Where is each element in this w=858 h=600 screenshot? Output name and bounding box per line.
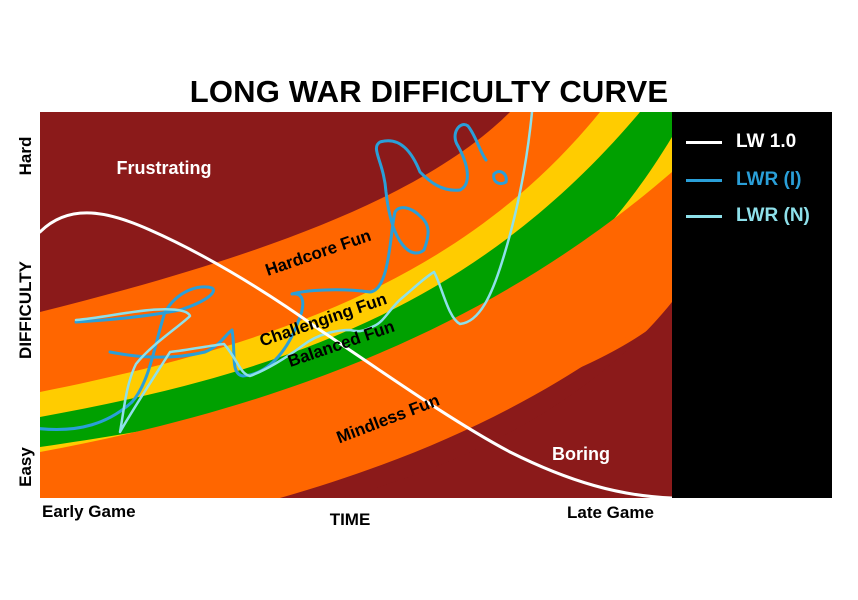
legend-label-lwr-i: LWR (I) [736,169,802,190]
series-lw10-line [40,211,672,498]
y-axis-bottom-label: Easy [16,447,35,487]
legend-label-lwr-n: LWR (N) [736,205,810,226]
zone-boring [340,302,672,498]
legend-item-lwr-n: LWR (N) [686,204,810,228]
y-axis-top-label: Hard [16,136,35,176]
zone-mindless [40,172,672,498]
zone-label-boring: Boring [552,444,610,464]
difficulty-diagram: Frustrating Hardcore Fun Challenging Fun… [40,112,672,498]
x-axis-start-label: Early Game [42,502,136,521]
x-axis-label: TIME [329,510,371,529]
series-lwr-i-line [40,123,508,432]
legend-swatch-lwr-i [686,178,722,182]
legend-label-lw10: LW 1.0 [736,131,797,152]
y-axis-label: DIFFICULTY [16,261,35,359]
legend: LW 1.0 LWR (I) LWR (N) [672,112,832,498]
zone-label-frustrating: Frustrating [116,158,211,178]
legend-swatch-lwr-n [686,214,722,218]
legend-swatch-lw10 [686,140,722,144]
x-axis-end-label: Late Game [567,503,654,522]
legend-item-lwr-i: LWR (I) [686,168,801,192]
series-lwr-n-line [74,112,534,434]
legend-item-lw10: LW 1.0 [686,130,796,154]
chart-title: LONG WAR DIFFICULTY CURVE [189,74,669,109]
